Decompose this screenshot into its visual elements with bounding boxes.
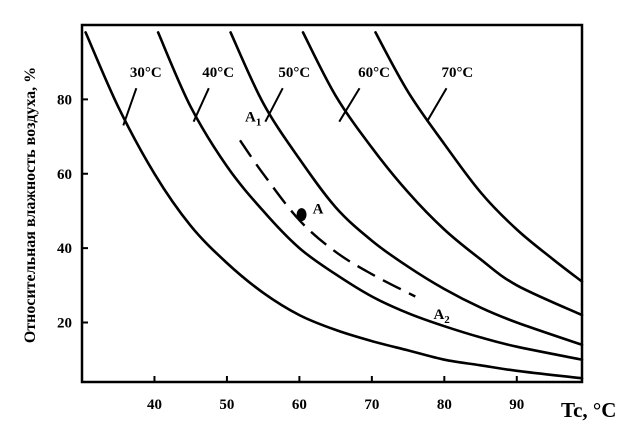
curve-label: 50°C: [278, 65, 310, 81]
curve-label: 70°C: [441, 65, 473, 81]
series-line: [229, 31, 584, 347]
axis-ticks: 40 50 60 70 80 90 20 40 60 80: [57, 92, 524, 413]
label-leader-line: [122, 87, 138, 126]
point-a1-label: A1: [245, 110, 261, 129]
curve-label: 30°C: [130, 65, 162, 81]
point-a2-label: A2: [433, 307, 450, 326]
series-line: [156, 31, 584, 361]
label-leader-line: [264, 87, 284, 123]
y-tick-label: 40: [57, 241, 72, 257]
plot-area-frame: [80, 23, 584, 384]
x-tick-label: 60: [292, 397, 307, 413]
label-leader-line: [338, 87, 361, 123]
y-tick-label: 60: [57, 167, 72, 183]
curve-labels: 30°C 40°C 50°C 60°C 70°C: [122, 65, 473, 126]
x-tick-label: 70: [364, 397, 379, 413]
point-a-marker: [296, 208, 307, 222]
dashed-process-line: [239, 139, 416, 298]
curves: [84, 31, 584, 380]
x-tick-label: 80: [437, 397, 452, 413]
x-tick-label: 90: [509, 397, 524, 413]
x-axis-title: Tc, °C: [561, 398, 616, 422]
series-line: [374, 31, 584, 283]
y-axis-title: Относительная влажность воздуха, %: [22, 67, 39, 343]
x-tick-label: 50: [219, 397, 234, 413]
curve-label: 60°C: [358, 65, 390, 81]
series-line: [301, 31, 584, 317]
y-tick-label: 80: [57, 92, 72, 108]
label-leader-line: [426, 87, 448, 123]
plot-frame: [80, 23, 584, 384]
point-a-label: A: [313, 202, 324, 218]
annotations: A A1 A2: [239, 110, 450, 326]
x-tick-label: 40: [147, 397, 162, 413]
curve-label: 40°C: [202, 65, 234, 81]
series-line: [84, 31, 584, 380]
y-tick-label: 20: [57, 316, 72, 332]
label-leader-line: [192, 87, 210, 123]
